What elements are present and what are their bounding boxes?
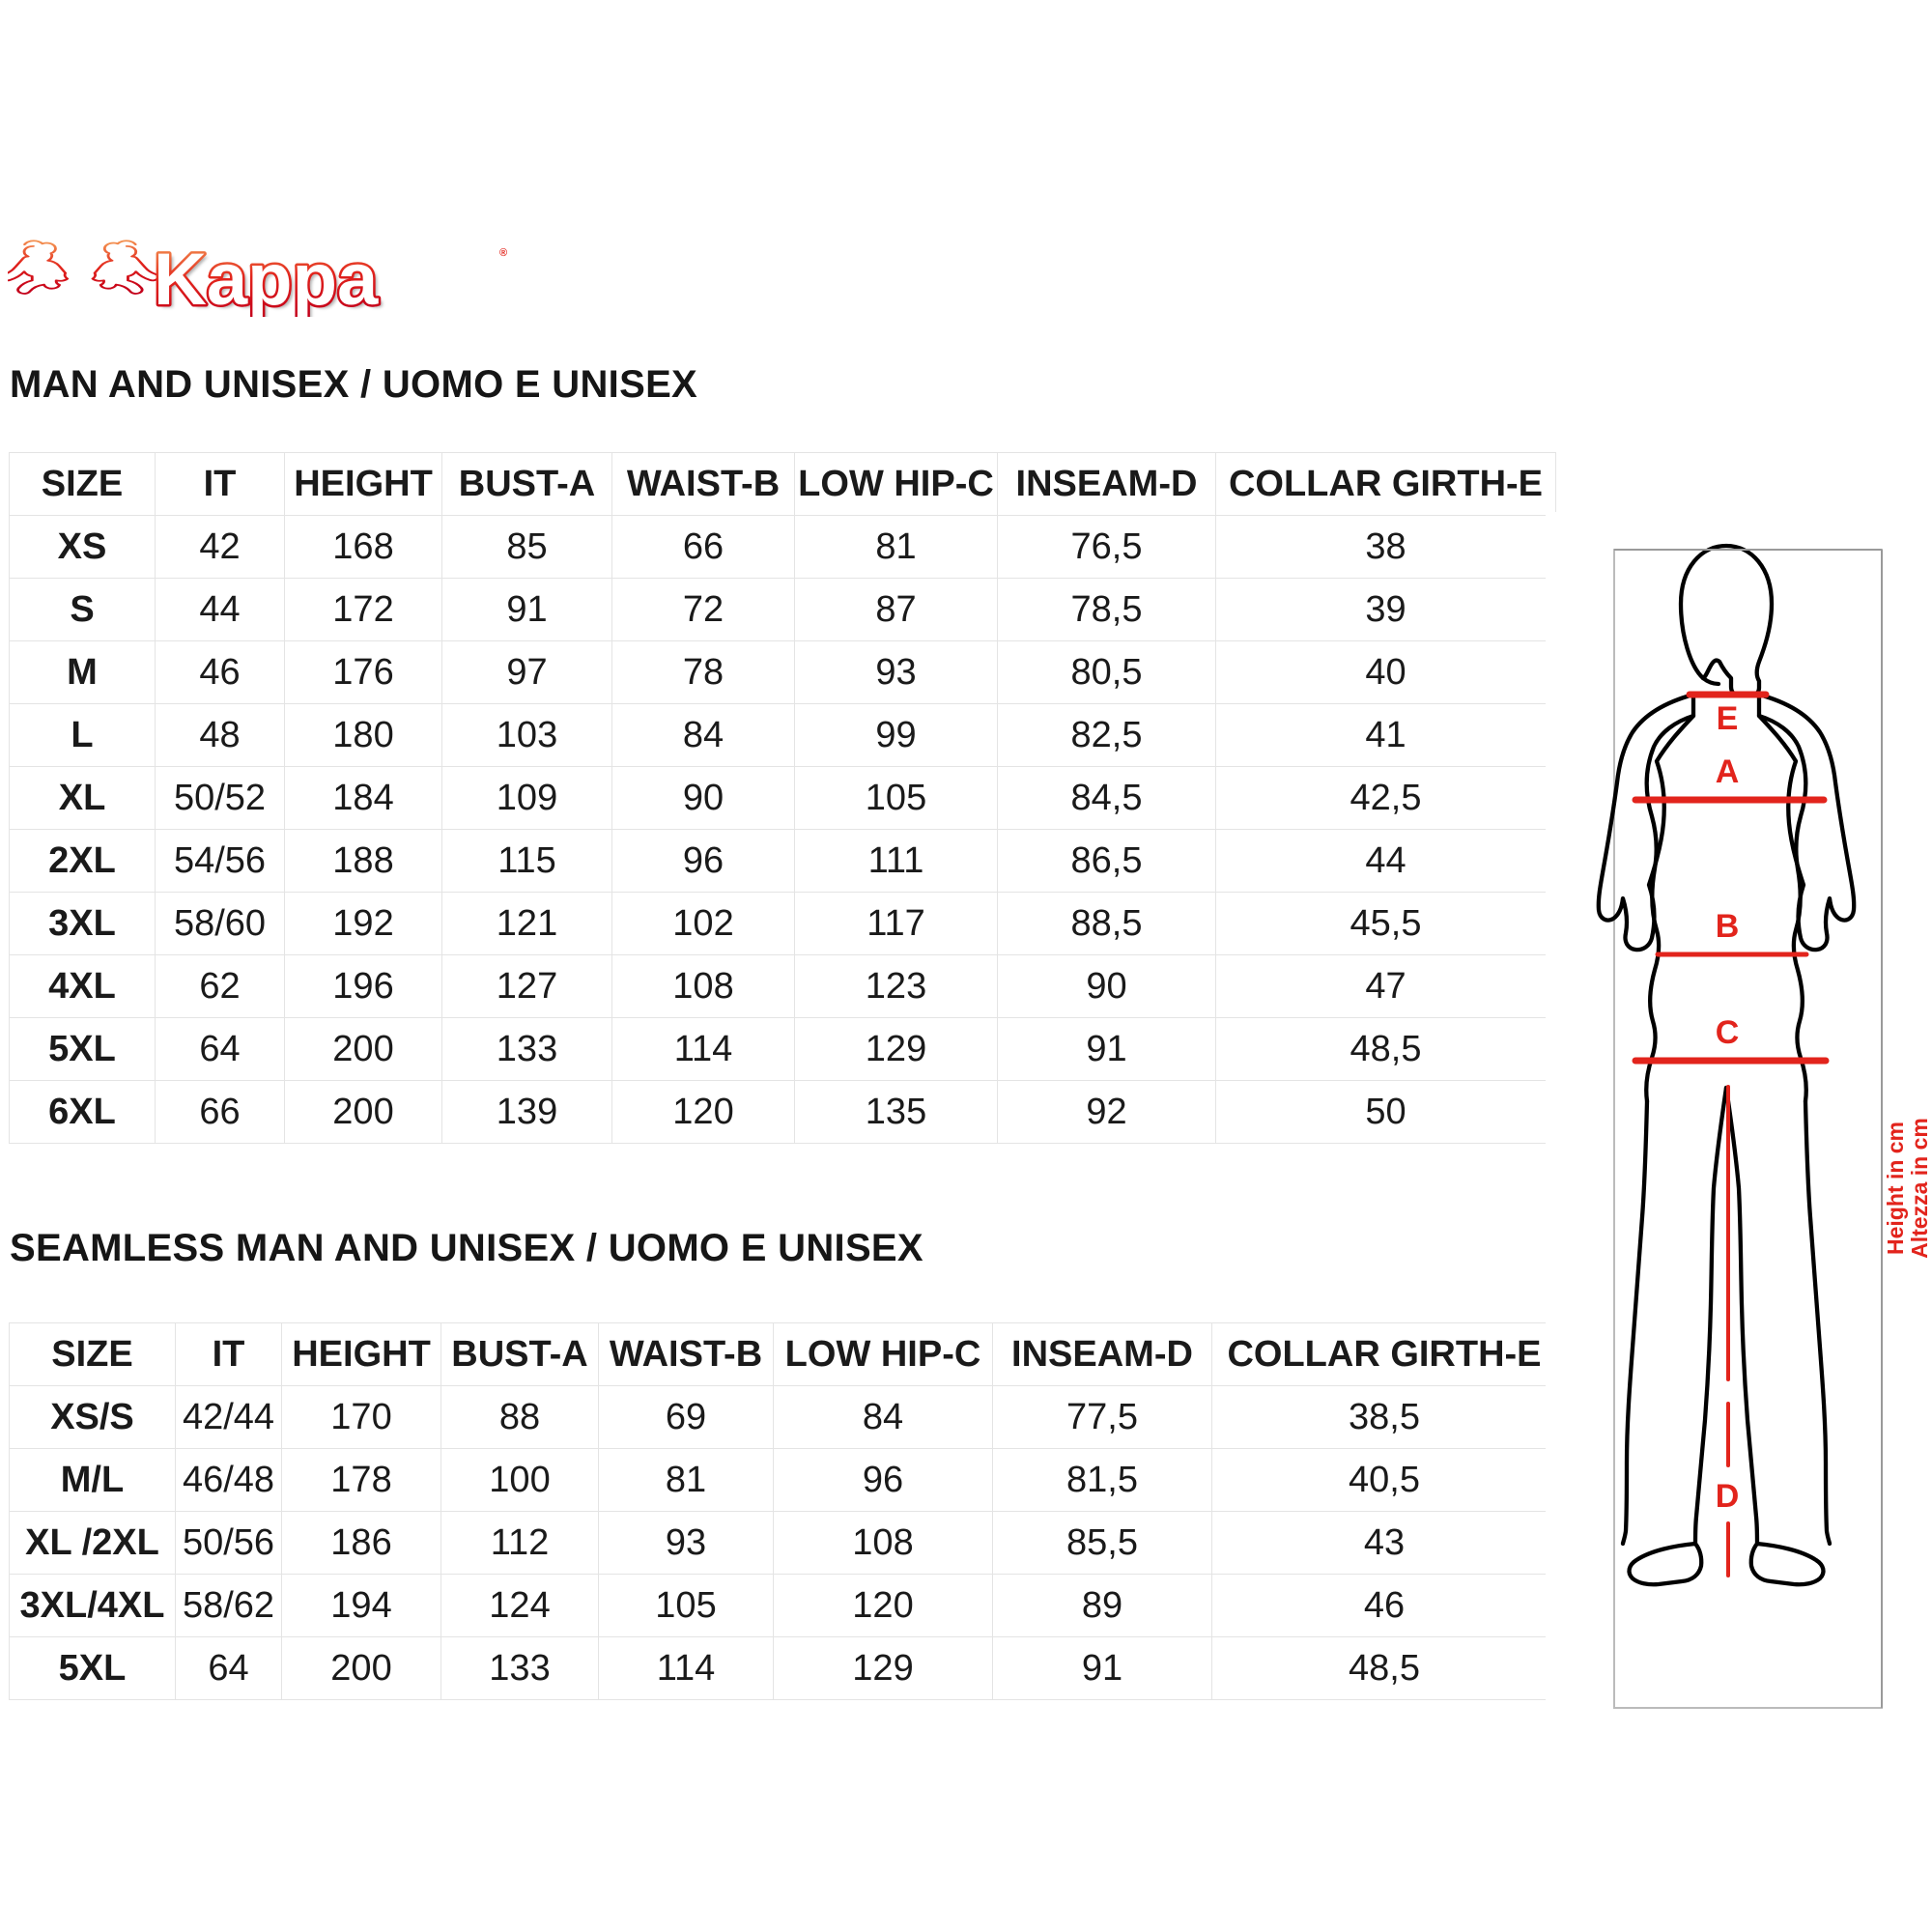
svg-text:E: E xyxy=(1717,700,1739,737)
svg-text:Kappa: Kappa xyxy=(154,239,379,317)
svg-text:D: D xyxy=(1716,1478,1740,1515)
svg-text:C: C xyxy=(1716,1014,1740,1051)
svg-text:Height in cm: Height in cm xyxy=(1883,1122,1908,1255)
svg-text:®: ® xyxy=(499,247,507,259)
svg-text:A: A xyxy=(1716,753,1740,790)
svg-text:Altezza in cm: Altezza in cm xyxy=(1907,1118,1932,1259)
svg-text:B: B xyxy=(1716,908,1740,945)
